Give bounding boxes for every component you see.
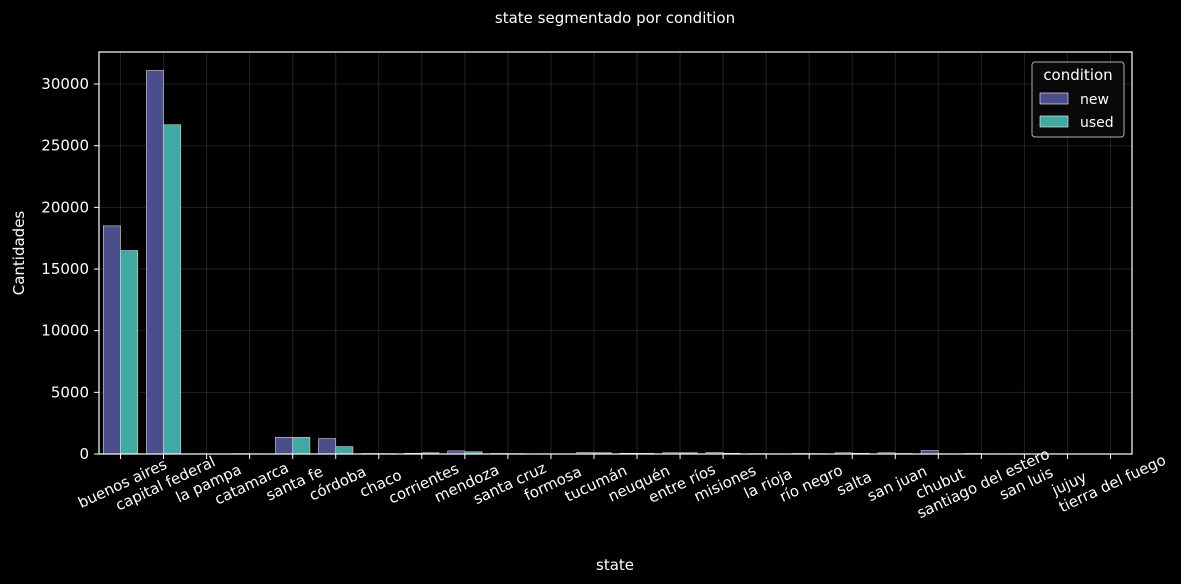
- x-axis-label: state: [596, 556, 634, 574]
- bar-new: [146, 70, 164, 455]
- grid: [99, 52, 1132, 455]
- bars: [103, 70, 1128, 455]
- y-tick-label: 5000: [51, 383, 89, 401]
- legend-swatch-new: [1039, 92, 1069, 105]
- bar-new: [103, 225, 121, 455]
- legend-label-used: used: [1080, 115, 1114, 131]
- bar-used: [292, 437, 311, 455]
- bar-new: [318, 438, 337, 455]
- bar-new: [275, 437, 293, 455]
- y-tick-label: 30000: [41, 75, 89, 93]
- bar-used: [163, 124, 182, 455]
- legend: condition new used: [1031, 61, 1125, 138]
- y-tick-label: 0: [79, 445, 89, 463]
- y-axis: 0 5000 10000 15000 20000 25000 30000: [41, 75, 99, 463]
- y-tick-label: 20000: [41, 198, 89, 216]
- y-axis-label: Cantidades: [10, 211, 28, 296]
- y-tick-label: 25000: [41, 137, 89, 155]
- legend-label-new: new: [1080, 92, 1109, 108]
- legend-title: condition: [1043, 66, 1112, 84]
- legend-swatch-used: [1039, 115, 1069, 128]
- plot-frame: [98, 51, 1133, 455]
- y-tick-label: 15000: [41, 260, 89, 278]
- bar-used: [120, 250, 139, 455]
- bar-used: [335, 446, 354, 455]
- y-tick-label: 10000: [41, 322, 89, 340]
- chart-title: state segmentado por condition: [495, 9, 735, 27]
